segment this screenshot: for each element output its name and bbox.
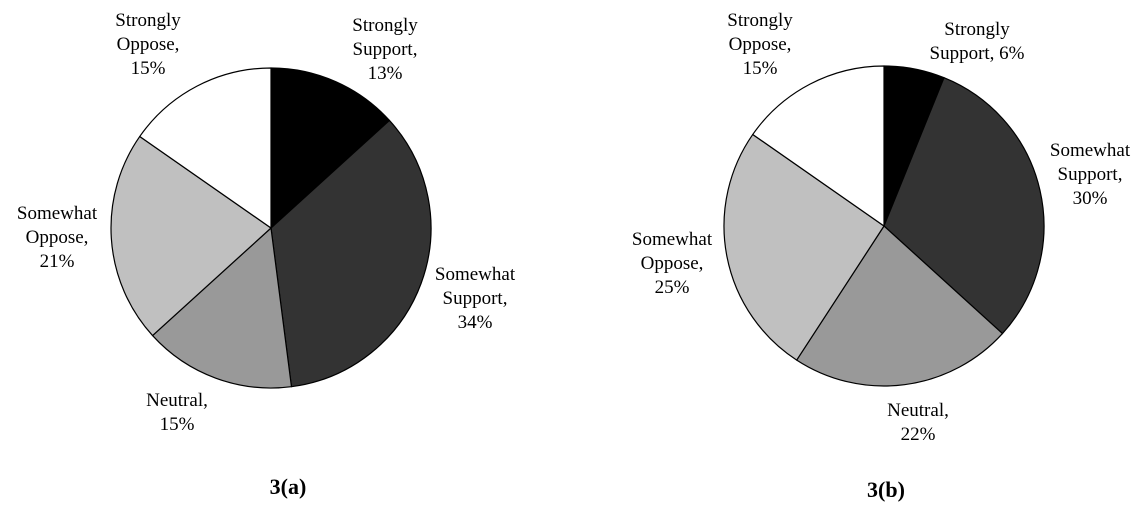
pie-slice-somewhat-support	[270, 119, 432, 388]
slice-label-somewhat-oppose: Somewhat Oppose, 21%	[17, 203, 98, 272]
pie-slice-somewhat-oppose	[110, 135, 272, 337]
slice-label-strongly-oppose: Strongly Oppose, 15%	[115, 10, 181, 79]
pie-slice-strongly-oppose	[139, 67, 272, 229]
slice-label-somewhat-support: Somewhat Support, 34%	[435, 264, 516, 333]
pie-chart-3a: Strongly Support, 13% Somewhat Support, 34% Ne…	[17, 10, 516, 499]
slice-label-strongly-support: Strongly Support, 6%	[930, 19, 1025, 64]
chart-caption: 3(a)	[270, 474, 307, 499]
pie-slice-neutral	[796, 225, 1004, 387]
slice-label-neutral: Neutral, 15%	[146, 390, 208, 435]
pie-slice-neutral	[151, 227, 293, 389]
chart-caption: 3(b)	[867, 477, 905, 502]
pie-slice-strongly-support	[270, 67, 391, 229]
pie-chart-3b: Strongly Support, 6% Somewhat Support, 30% Ne…	[632, 10, 1131, 502]
pie-slice-somewhat-oppose	[723, 133, 885, 361]
pie-slice-somewhat-support	[883, 77, 1045, 335]
slice-label-somewhat-support: Somewhat Support, 30%	[1050, 140, 1131, 209]
slice-label-somewhat-oppose: Somewhat Oppose, 25%	[632, 229, 713, 298]
pie-slice-strongly-oppose	[752, 65, 885, 227]
slice-label-strongly-oppose: Strongly Oppose, 15%	[727, 10, 793, 79]
slice-label-strongly-support: Strongly Support, 13%	[352, 15, 418, 84]
slice-label-neutral: Neutral, 22%	[887, 400, 949, 445]
